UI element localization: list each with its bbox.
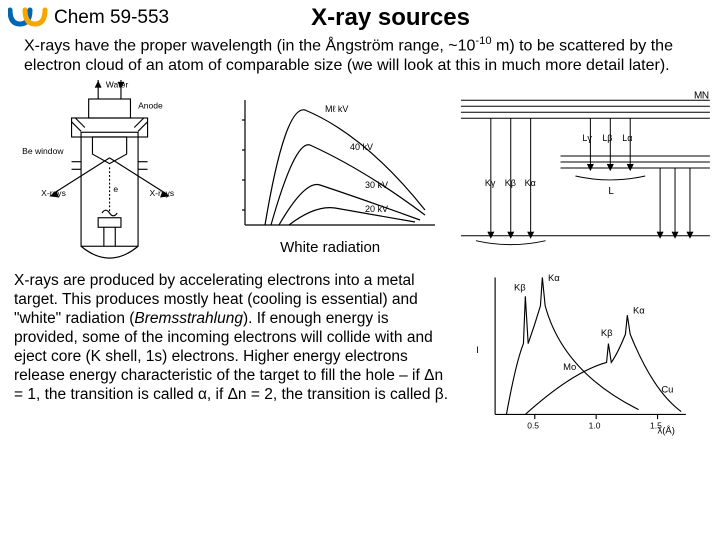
slide-title: X-ray sources [209, 4, 572, 32]
white-radiation-block: Mℓ kV 40 kV 30 kV 20 kV White radiation [215, 80, 445, 270]
cu-kb-label: Kβ [601, 328, 613, 339]
lower-section: X-rays are produced by accelerating elec… [0, 270, 720, 438]
curve-label-1: 40 kV [350, 142, 373, 152]
xtick-1: 1.0 [589, 421, 601, 431]
kbeta-label: Kβ [505, 178, 516, 188]
figure-row: Water Anode Be window X-rays X-rays e Mℓ… [0, 80, 720, 270]
cu-series-label: Cu [661, 385, 673, 396]
characteristic-spectrum-chart: I λ(Å) 0.5 1.0 1.5 Kβ Kα Kβ Kα Mo Cu [462, 268, 702, 438]
water-label: Water [106, 80, 129, 90]
mo-kb-label: Kβ [514, 283, 526, 294]
curve-label-0: Mℓ kV [325, 104, 348, 114]
xray-tube-diagram: Water Anode Be window X-rays X-rays e [10, 80, 209, 270]
bremsstrahlung-chart: Mℓ kV 40 kV 30 kV 20 kV [215, 90, 445, 240]
curve-label-3: 20 kV [365, 204, 388, 214]
mo-series-label: Mo [563, 362, 576, 373]
intro-paragraph: X-rays have the proper wavelength (in th… [0, 32, 720, 80]
energy-levels-diagram: M N K L Kγ Kβ Kα Lγ Lβ Lα [451, 86, 710, 246]
uw-logo [8, 4, 48, 32]
electron-label: e [113, 184, 118, 194]
shell-n-label: N [702, 91, 709, 102]
slide-header: Chem 59-553 X-ray sources [0, 0, 720, 32]
mo-ka-label: Kα [548, 274, 560, 285]
l-group-label: L [608, 186, 614, 197]
kalpha-label: Kα [525, 178, 536, 188]
lalpha-label: Lα [622, 133, 632, 143]
xtick-2: 1.5 [650, 421, 662, 431]
ylabel: I [476, 345, 479, 356]
lgamma-label: Lγ [583, 133, 593, 143]
lbeta-label: Lβ [602, 133, 612, 143]
anode-label: Anode [138, 101, 163, 111]
cu-ka-label: Kα [633, 306, 645, 317]
white-radiation-caption: White radiation [215, 239, 445, 256]
kgamma-label: Kγ [485, 178, 496, 188]
xrays-label-l: X-rays [41, 188, 66, 198]
bewindow-label: Be window [22, 146, 64, 156]
curve-label-2: 30 kV [365, 180, 388, 190]
course-code: Chem 59-553 [54, 7, 169, 29]
xtick-0: 0.5 [527, 421, 539, 431]
body-paragraph: X-rays are produced by accelerating elec… [14, 272, 454, 438]
xrays-label-r: X-rays [149, 188, 174, 198]
